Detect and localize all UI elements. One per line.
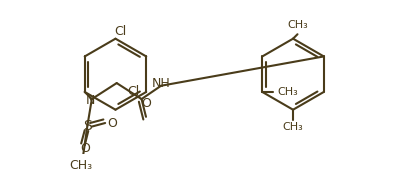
Text: O: O: [80, 142, 90, 155]
Text: O: O: [141, 97, 151, 110]
Text: S: S: [83, 119, 92, 133]
Text: O: O: [107, 116, 117, 130]
Text: CH₃: CH₃: [287, 20, 308, 30]
Text: N: N: [85, 94, 95, 107]
Text: CH₃: CH₃: [278, 87, 298, 97]
Text: CH₃: CH₃: [69, 159, 93, 172]
Text: Cl: Cl: [127, 85, 139, 98]
Text: NH: NH: [152, 77, 170, 90]
Text: Cl: Cl: [114, 25, 126, 38]
Text: CH₃: CH₃: [283, 122, 303, 132]
